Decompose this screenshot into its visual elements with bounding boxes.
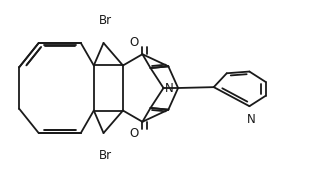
Text: O: O (130, 127, 139, 140)
Text: O: O (130, 36, 139, 49)
Text: Br: Br (98, 149, 112, 162)
Text: N: N (165, 81, 174, 95)
Text: N: N (247, 113, 255, 126)
Text: Br: Br (98, 14, 112, 27)
